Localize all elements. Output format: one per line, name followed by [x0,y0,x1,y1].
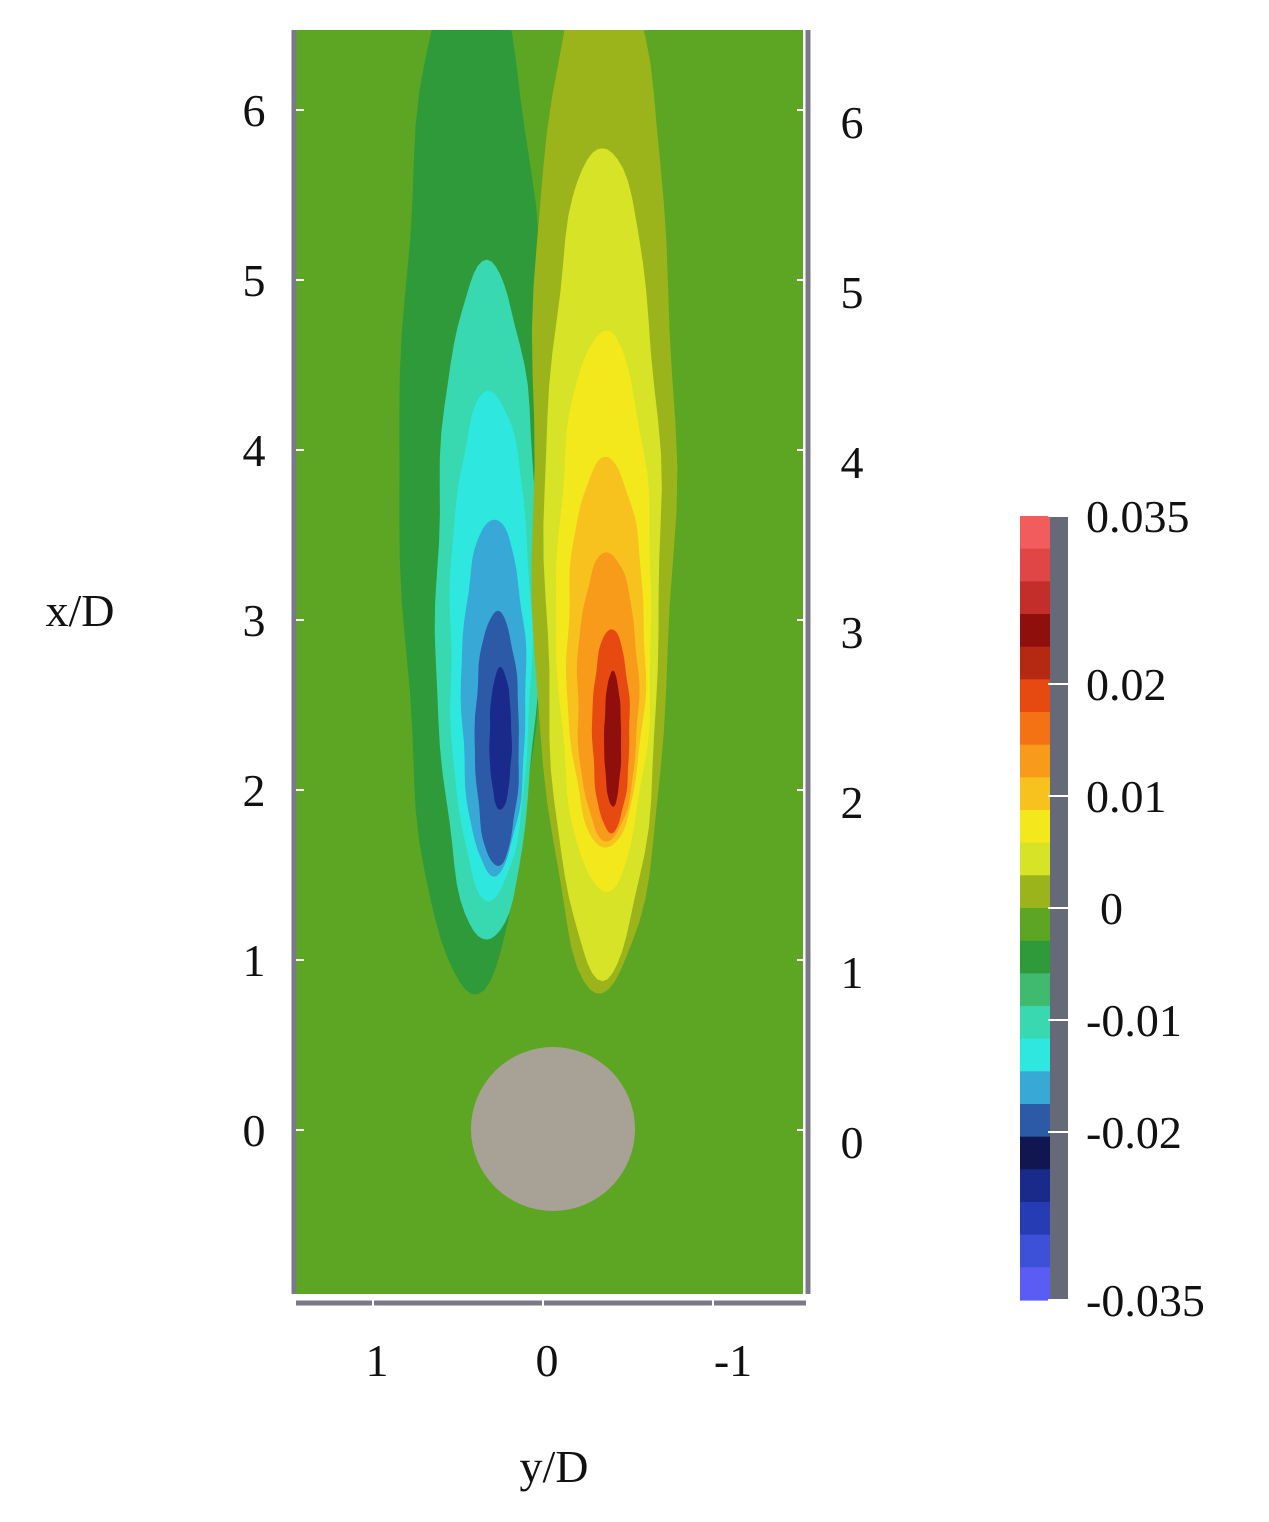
colorbar-band [1020,614,1050,648]
colorbar-band [1020,581,1050,615]
x-tick-label: 0 [536,1335,559,1386]
colorbar-band [1020,1202,1050,1236]
y-tick-label-right: 6 [841,97,864,148]
x-tick-labels: 1 0 -1 [366,1335,753,1386]
colorbar-band [1020,908,1050,942]
y-tick-label-right: 5 [841,267,864,318]
contour-layers [399,30,678,995]
colorbar-band [1020,679,1050,713]
colorbar-band [1020,1169,1050,1203]
colorbar [1020,515,1068,1301]
colorbar-band [1020,1136,1050,1170]
colorbar-band [1020,940,1050,974]
colorbar-tick-label: 0 [1100,883,1123,934]
y-tick-label-left: 6 [243,85,266,136]
colorbar-band [1020,810,1050,844]
colorbar-band [1020,1104,1050,1138]
colorbar-band [1020,712,1050,746]
colorbar-band [1020,973,1050,1007]
colorbar-band [1020,744,1050,778]
y-tick-labels-left: 0 1 2 3 4 5 6 [243,85,266,1156]
colorbar-tick-label: -0.035 [1086,1275,1205,1326]
colorbar-band [1020,777,1050,811]
colorbar-tick-label: 0.01 [1086,771,1167,822]
colorbar-tick-labels: 0.035 0.02 0.01 0 -0.01 -0.02 -0.035 [1086,491,1205,1326]
plot-axes [291,30,811,1306]
colorbar-band [1020,646,1050,680]
colorbar-band [1020,516,1050,550]
y-tick-label-left: 0 [243,1105,266,1156]
x-axis-label: y/D [520,1441,589,1492]
y-tick-label-left: 5 [243,255,266,306]
x-tick-label: -1 [714,1335,752,1386]
y-tick-label-left: 3 [243,595,266,646]
colorbar-tick-label: -0.02 [1086,1107,1182,1158]
pos-contour-level-6 [604,670,622,807]
neg-contour-level-5 [489,667,512,810]
y-tick-label-right: 3 [841,607,864,658]
y-tick-label-left: 2 [243,765,266,816]
y-tick-label-left: 4 [243,425,266,476]
y-tick-label-right: 0 [841,1117,864,1168]
y-tick-label-left: 1 [243,935,266,986]
colorbar-band [1020,548,1050,582]
colorbar-tick-label: -0.01 [1086,995,1182,1046]
cylinder-body [471,1047,635,1211]
colorbar-band [1020,1071,1050,1105]
colorbar-band [1020,1234,1050,1268]
colorbar-band [1020,1038,1050,1072]
y-axis-label: x/D [46,585,115,636]
y-tick-label-right: 1 [841,947,864,998]
colorbar-tick-label: 0.02 [1086,659,1167,710]
colorbar-band [1020,1267,1050,1301]
colorbar-band [1020,842,1050,876]
y-tick-label-right: 4 [841,437,864,488]
colorbar-tick-label: 0.035 [1086,491,1190,542]
y-tick-labels-right: 0 1 2 3 4 5 6 [841,97,864,1168]
colorbar-band [1020,1006,1050,1040]
y-tick-label-right: 2 [841,777,864,828]
x-tick-label: 1 [366,1335,389,1386]
colorbar-band [1020,875,1050,909]
